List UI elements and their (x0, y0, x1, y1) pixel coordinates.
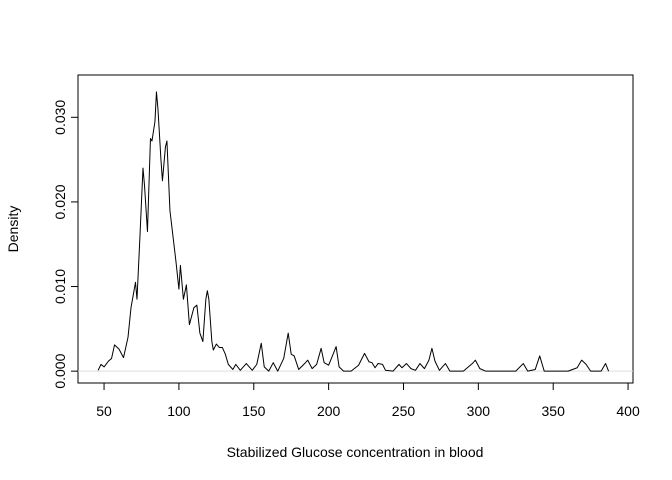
x-tick-label: 200 (317, 403, 341, 419)
x-axis-label: Stabilized Glucose concentration in bloo… (227, 444, 484, 460)
x-tick-label: 50 (96, 403, 112, 419)
x-tick-label: 150 (242, 403, 266, 419)
y-tick-label: 0.020 (52, 184, 68, 219)
x-tick-label: 350 (542, 403, 566, 419)
y-tick-label: 0.010 (52, 269, 68, 304)
y-tick-label: 0.000 (52, 353, 68, 388)
plot-box (77, 74, 634, 384)
density-line (97, 91, 610, 372)
x-tick-label: 250 (392, 403, 416, 419)
x-tick-label: 100 (167, 403, 191, 419)
y-axis-label: Density (5, 206, 21, 253)
x-tick-label: 300 (467, 403, 491, 419)
y-tick-label: 0.030 (52, 100, 68, 135)
x-tick-label: 400 (616, 403, 640, 419)
